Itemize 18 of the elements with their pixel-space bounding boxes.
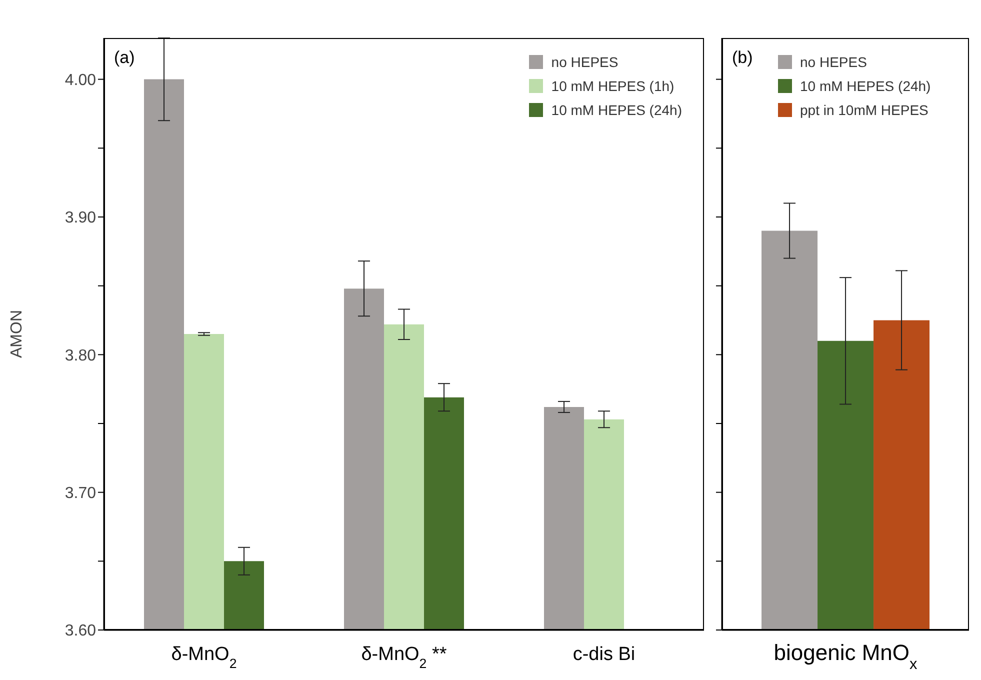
annotation: (b): [732, 48, 753, 68]
y-tick-label: 3.80: [64, 347, 96, 364]
legend-label: no HEPES: [551, 53, 618, 72]
legend-label: 10 mM HEPES (24h): [551, 101, 682, 120]
x-tick-label: δ-MnO$_{2}$: [171, 644, 237, 670]
x-tick-label: c-dis Bi: [572, 644, 636, 665]
legend-label: no HEPES: [800, 53, 867, 72]
y-tick-label: 3.90: [64, 210, 96, 227]
legend-label: 10 mM HEPES (24h): [800, 77, 931, 96]
y-tick-label: 4.00: [64, 72, 96, 89]
x-tick-label: biogenic MnO$_{x}$: [774, 640, 918, 672]
legend-label: ppt in 10mM HEPES: [800, 101, 928, 120]
y-tick-label: 3.60: [64, 622, 96, 640]
y-tick-label: 3.70: [64, 485, 96, 502]
y-axis-title: AMON: [8, 310, 26, 358]
annotation: (a): [114, 48, 135, 68]
legend-label: 10 mM HEPES (1h): [551, 77, 674, 96]
x-tick-label: δ-MnO$_{2}$ **: [361, 644, 448, 670]
